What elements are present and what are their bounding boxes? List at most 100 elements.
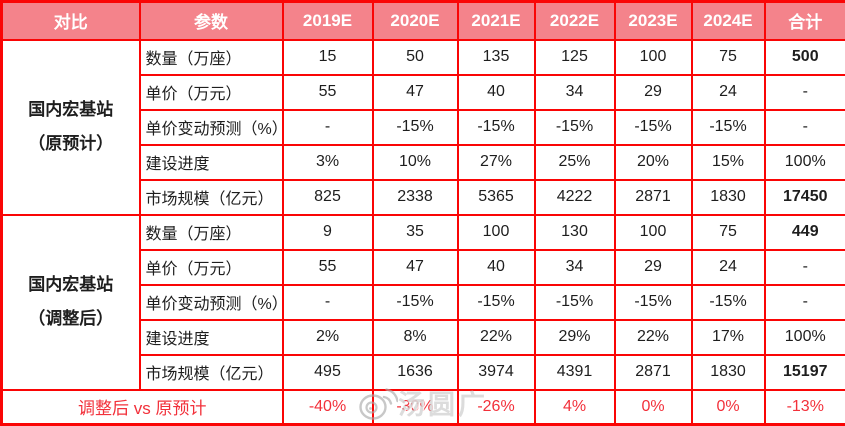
row-label: 市场规模（亿元） bbox=[140, 180, 283, 215]
total-cell: 500 bbox=[765, 40, 845, 75]
value-cell: 22% bbox=[458, 320, 535, 355]
header-cell: 参数 bbox=[140, 2, 283, 40]
value-cell: 40 bbox=[458, 75, 535, 110]
value-cell: 34 bbox=[535, 75, 615, 110]
value-cell: 29 bbox=[615, 75, 692, 110]
value-cell: -15% bbox=[373, 110, 458, 145]
header-cell: 2023E bbox=[615, 2, 692, 40]
value-cell: 4391 bbox=[535, 355, 615, 390]
value-cell: 125 bbox=[535, 40, 615, 75]
group-label-line: 国内宏基站 bbox=[3, 93, 139, 127]
total-cell: 15197 bbox=[765, 355, 845, 390]
value-cell: 47 bbox=[373, 250, 458, 285]
value-cell: 100 bbox=[615, 215, 692, 250]
footer-row: 调整后 vs 原预计-40%-30%-26%4%0%0%-13% bbox=[2, 390, 845, 425]
row-label: 建设进度 bbox=[140, 145, 283, 180]
value-cell: 1830 bbox=[692, 355, 765, 390]
value-cell: -15% bbox=[615, 285, 692, 320]
value-cell: 495 bbox=[283, 355, 373, 390]
value-cell: 2871 bbox=[615, 355, 692, 390]
value-cell: 24 bbox=[692, 75, 765, 110]
footer-value-cell: -40% bbox=[283, 390, 373, 425]
value-cell: 10% bbox=[373, 145, 458, 180]
footer-value-cell: -13% bbox=[765, 390, 845, 425]
header-cell: 2019E bbox=[283, 2, 373, 40]
total-cell: 100% bbox=[765, 145, 845, 180]
value-cell: 55 bbox=[283, 75, 373, 110]
row-label: 单价（万元） bbox=[140, 75, 283, 110]
row-label: 建设进度 bbox=[140, 320, 283, 355]
value-cell: 47 bbox=[373, 75, 458, 110]
value-cell: 4222 bbox=[535, 180, 615, 215]
footer-value-cell: 0% bbox=[692, 390, 765, 425]
value-cell: 825 bbox=[283, 180, 373, 215]
value-cell: 5365 bbox=[458, 180, 535, 215]
footer-value-cell: 0% bbox=[615, 390, 692, 425]
value-cell: 34 bbox=[535, 250, 615, 285]
value-cell: -15% bbox=[458, 110, 535, 145]
total-cell: - bbox=[765, 110, 845, 145]
total-cell: 17450 bbox=[765, 180, 845, 215]
value-cell: 55 bbox=[283, 250, 373, 285]
value-cell: 2338 bbox=[373, 180, 458, 215]
group-label-line: （调整后） bbox=[3, 302, 139, 336]
value-cell: 15% bbox=[692, 145, 765, 180]
value-cell: 130 bbox=[535, 215, 615, 250]
value-cell: -15% bbox=[692, 110, 765, 145]
value-cell: 3% bbox=[283, 145, 373, 180]
value-cell: 75 bbox=[692, 215, 765, 250]
row-label: 单价（万元） bbox=[140, 250, 283, 285]
value-cell: 8% bbox=[373, 320, 458, 355]
value-cell: 29% bbox=[535, 320, 615, 355]
header-cell: 2020E bbox=[373, 2, 458, 40]
group-label: 国内宏基站（调整后） bbox=[2, 215, 140, 390]
row-label: 数量（万座） bbox=[140, 40, 283, 75]
value-cell: - bbox=[283, 285, 373, 320]
value-cell: 1830 bbox=[692, 180, 765, 215]
value-cell: 29 bbox=[615, 250, 692, 285]
total-cell: 100% bbox=[765, 320, 845, 355]
value-cell: 100 bbox=[615, 40, 692, 75]
total-cell: - bbox=[765, 285, 845, 320]
value-cell: -15% bbox=[615, 110, 692, 145]
value-cell: 1636 bbox=[373, 355, 458, 390]
value-cell: 22% bbox=[615, 320, 692, 355]
value-cell: -15% bbox=[373, 285, 458, 320]
value-cell: 9 bbox=[283, 215, 373, 250]
value-cell: 100 bbox=[458, 215, 535, 250]
header-cell: 2022E bbox=[535, 2, 615, 40]
value-cell: -15% bbox=[535, 285, 615, 320]
value-cell: 75 bbox=[692, 40, 765, 75]
value-cell: 2% bbox=[283, 320, 373, 355]
total-cell: 449 bbox=[765, 215, 845, 250]
header-cell: 合计 bbox=[765, 2, 845, 40]
header-cell: 2024E bbox=[692, 2, 765, 40]
value-cell: 15 bbox=[283, 40, 373, 75]
value-cell: 20% bbox=[615, 145, 692, 180]
row-label: 单价变动预测（%） bbox=[140, 110, 283, 145]
value-cell: - bbox=[283, 110, 373, 145]
header-cell: 2021E bbox=[458, 2, 535, 40]
value-cell: 3974 bbox=[458, 355, 535, 390]
total-cell: - bbox=[765, 75, 845, 110]
row-label: 市场规模（亿元） bbox=[140, 355, 283, 390]
footer-value-cell: 4% bbox=[535, 390, 615, 425]
value-cell: 24 bbox=[692, 250, 765, 285]
value-cell: -15% bbox=[535, 110, 615, 145]
total-cell: - bbox=[765, 250, 845, 285]
value-cell: 2871 bbox=[615, 180, 692, 215]
group-label: 国内宏基站（原预计） bbox=[2, 40, 140, 215]
value-cell: 135 bbox=[458, 40, 535, 75]
value-cell: 50 bbox=[373, 40, 458, 75]
value-cell: 25% bbox=[535, 145, 615, 180]
value-cell: 35 bbox=[373, 215, 458, 250]
value-cell: -15% bbox=[458, 285, 535, 320]
header-cell: 对比 bbox=[2, 2, 140, 40]
row-label: 单价变动预测（%） bbox=[140, 285, 283, 320]
footer-value-cell: -26% bbox=[458, 390, 535, 425]
footer-label: 调整后 vs 原预计 bbox=[2, 390, 283, 425]
